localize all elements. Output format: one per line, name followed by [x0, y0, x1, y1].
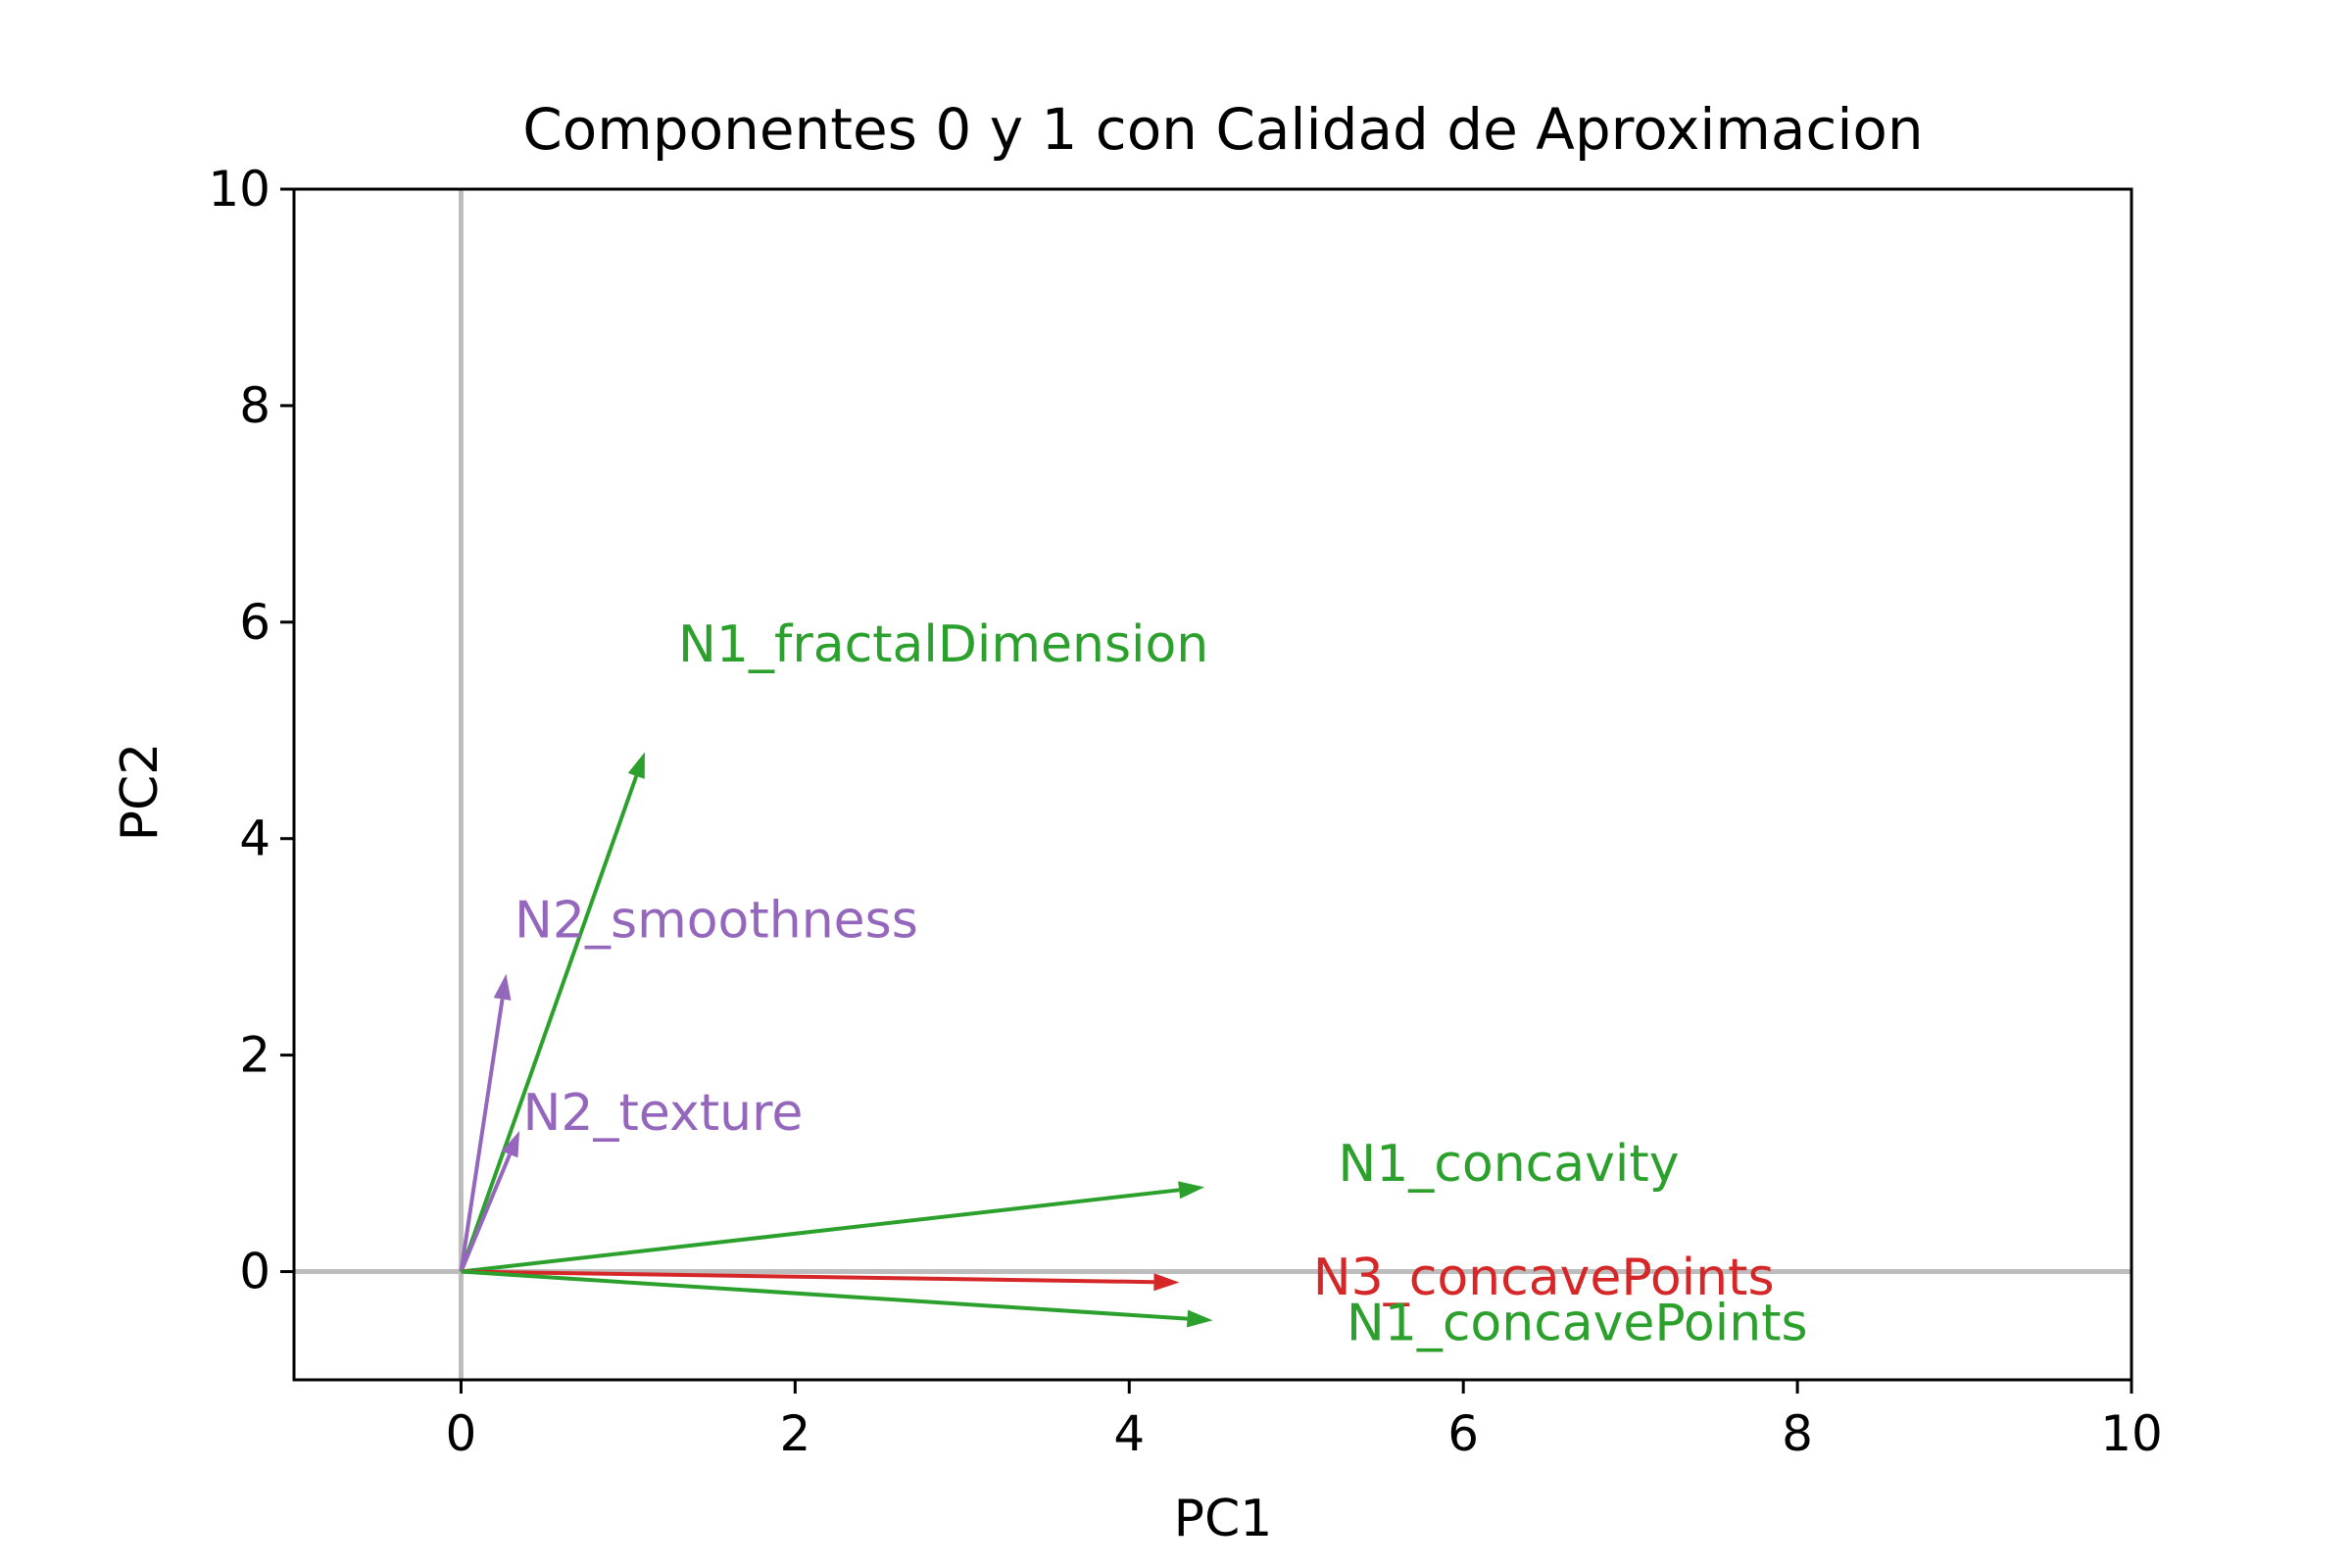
arrow-head	[1153, 1273, 1180, 1292]
axes-frame	[292, 187, 2133, 1382]
x-tick-label: 10	[2100, 1405, 2163, 1462]
arrow-shaft	[459, 775, 639, 1273]
y-axis-label: PC2	[111, 743, 170, 842]
arrow-head	[493, 973, 512, 1001]
arrow-N1_concavity	[461, 1181, 1204, 1274]
arrow-N1_concavePoints	[461, 1269, 1213, 1328]
arrow-N2_texture	[459, 1130, 520, 1273]
arrow-shaft	[461, 1188, 1180, 1274]
x-tick-label: 8	[1782, 1405, 1813, 1462]
y-tick-label: 10	[208, 161, 270, 218]
y-axis: 0 2 4 6 8 10	[208, 161, 294, 1300]
arrow-label: N2_texture	[523, 1084, 804, 1143]
y-tick-label: 8	[239, 377, 270, 434]
plot-area: N1_fractalDimension N2_smoothness N2_textu…	[292, 187, 2133, 1382]
y-tick-label: 6	[239, 594, 270, 651]
arrow-shaft	[461, 1269, 1188, 1321]
x-tick-label: 4	[1113, 1405, 1145, 1462]
arrow-label: N1_concavePoints	[1347, 1294, 1808, 1352]
arrow-label: N2_smoothness	[514, 892, 918, 951]
arrow-head	[627, 752, 645, 779]
x-tick-label: 6	[1447, 1405, 1479, 1462]
y-tick-label: 0	[239, 1244, 270, 1300]
x-axis-label: PC1	[1174, 1490, 1273, 1548]
x-axis: 0 2 4 6 8 10	[446, 1380, 2163, 1462]
arrow-N2_smoothness	[459, 973, 512, 1272]
arrow-label-group: N1_fractalDimension N2_smoothness N2_textu…	[514, 615, 1808, 1353]
arrow-head	[501, 1130, 520, 1158]
arrow-shaft	[459, 1153, 512, 1273]
arrow-label: N1_concavity	[1338, 1135, 1679, 1194]
arrow-group	[459, 752, 1213, 1328]
arrow-N1_fractalDimension	[459, 752, 645, 1273]
arrow-label: N3_concavePoints	[1313, 1249, 1775, 1307]
arrow-N3_concavePoints	[461, 1269, 1180, 1292]
arrow-head	[1186, 1309, 1213, 1328]
arrow-shaft	[461, 1269, 1154, 1285]
arrow-shaft	[459, 999, 505, 1272]
chart-title: Componentes 0 y 1 con Calidad de Aproxim…	[522, 96, 1923, 163]
arrow-head	[1178, 1181, 1204, 1200]
x-tick-label: 2	[779, 1405, 810, 1462]
arrow-label: N1_fractalDimension	[678, 615, 1208, 674]
x-tick-label: 0	[446, 1405, 477, 1462]
y-tick-label: 2	[239, 1027, 270, 1084]
y-tick-label: 4	[239, 810, 270, 867]
